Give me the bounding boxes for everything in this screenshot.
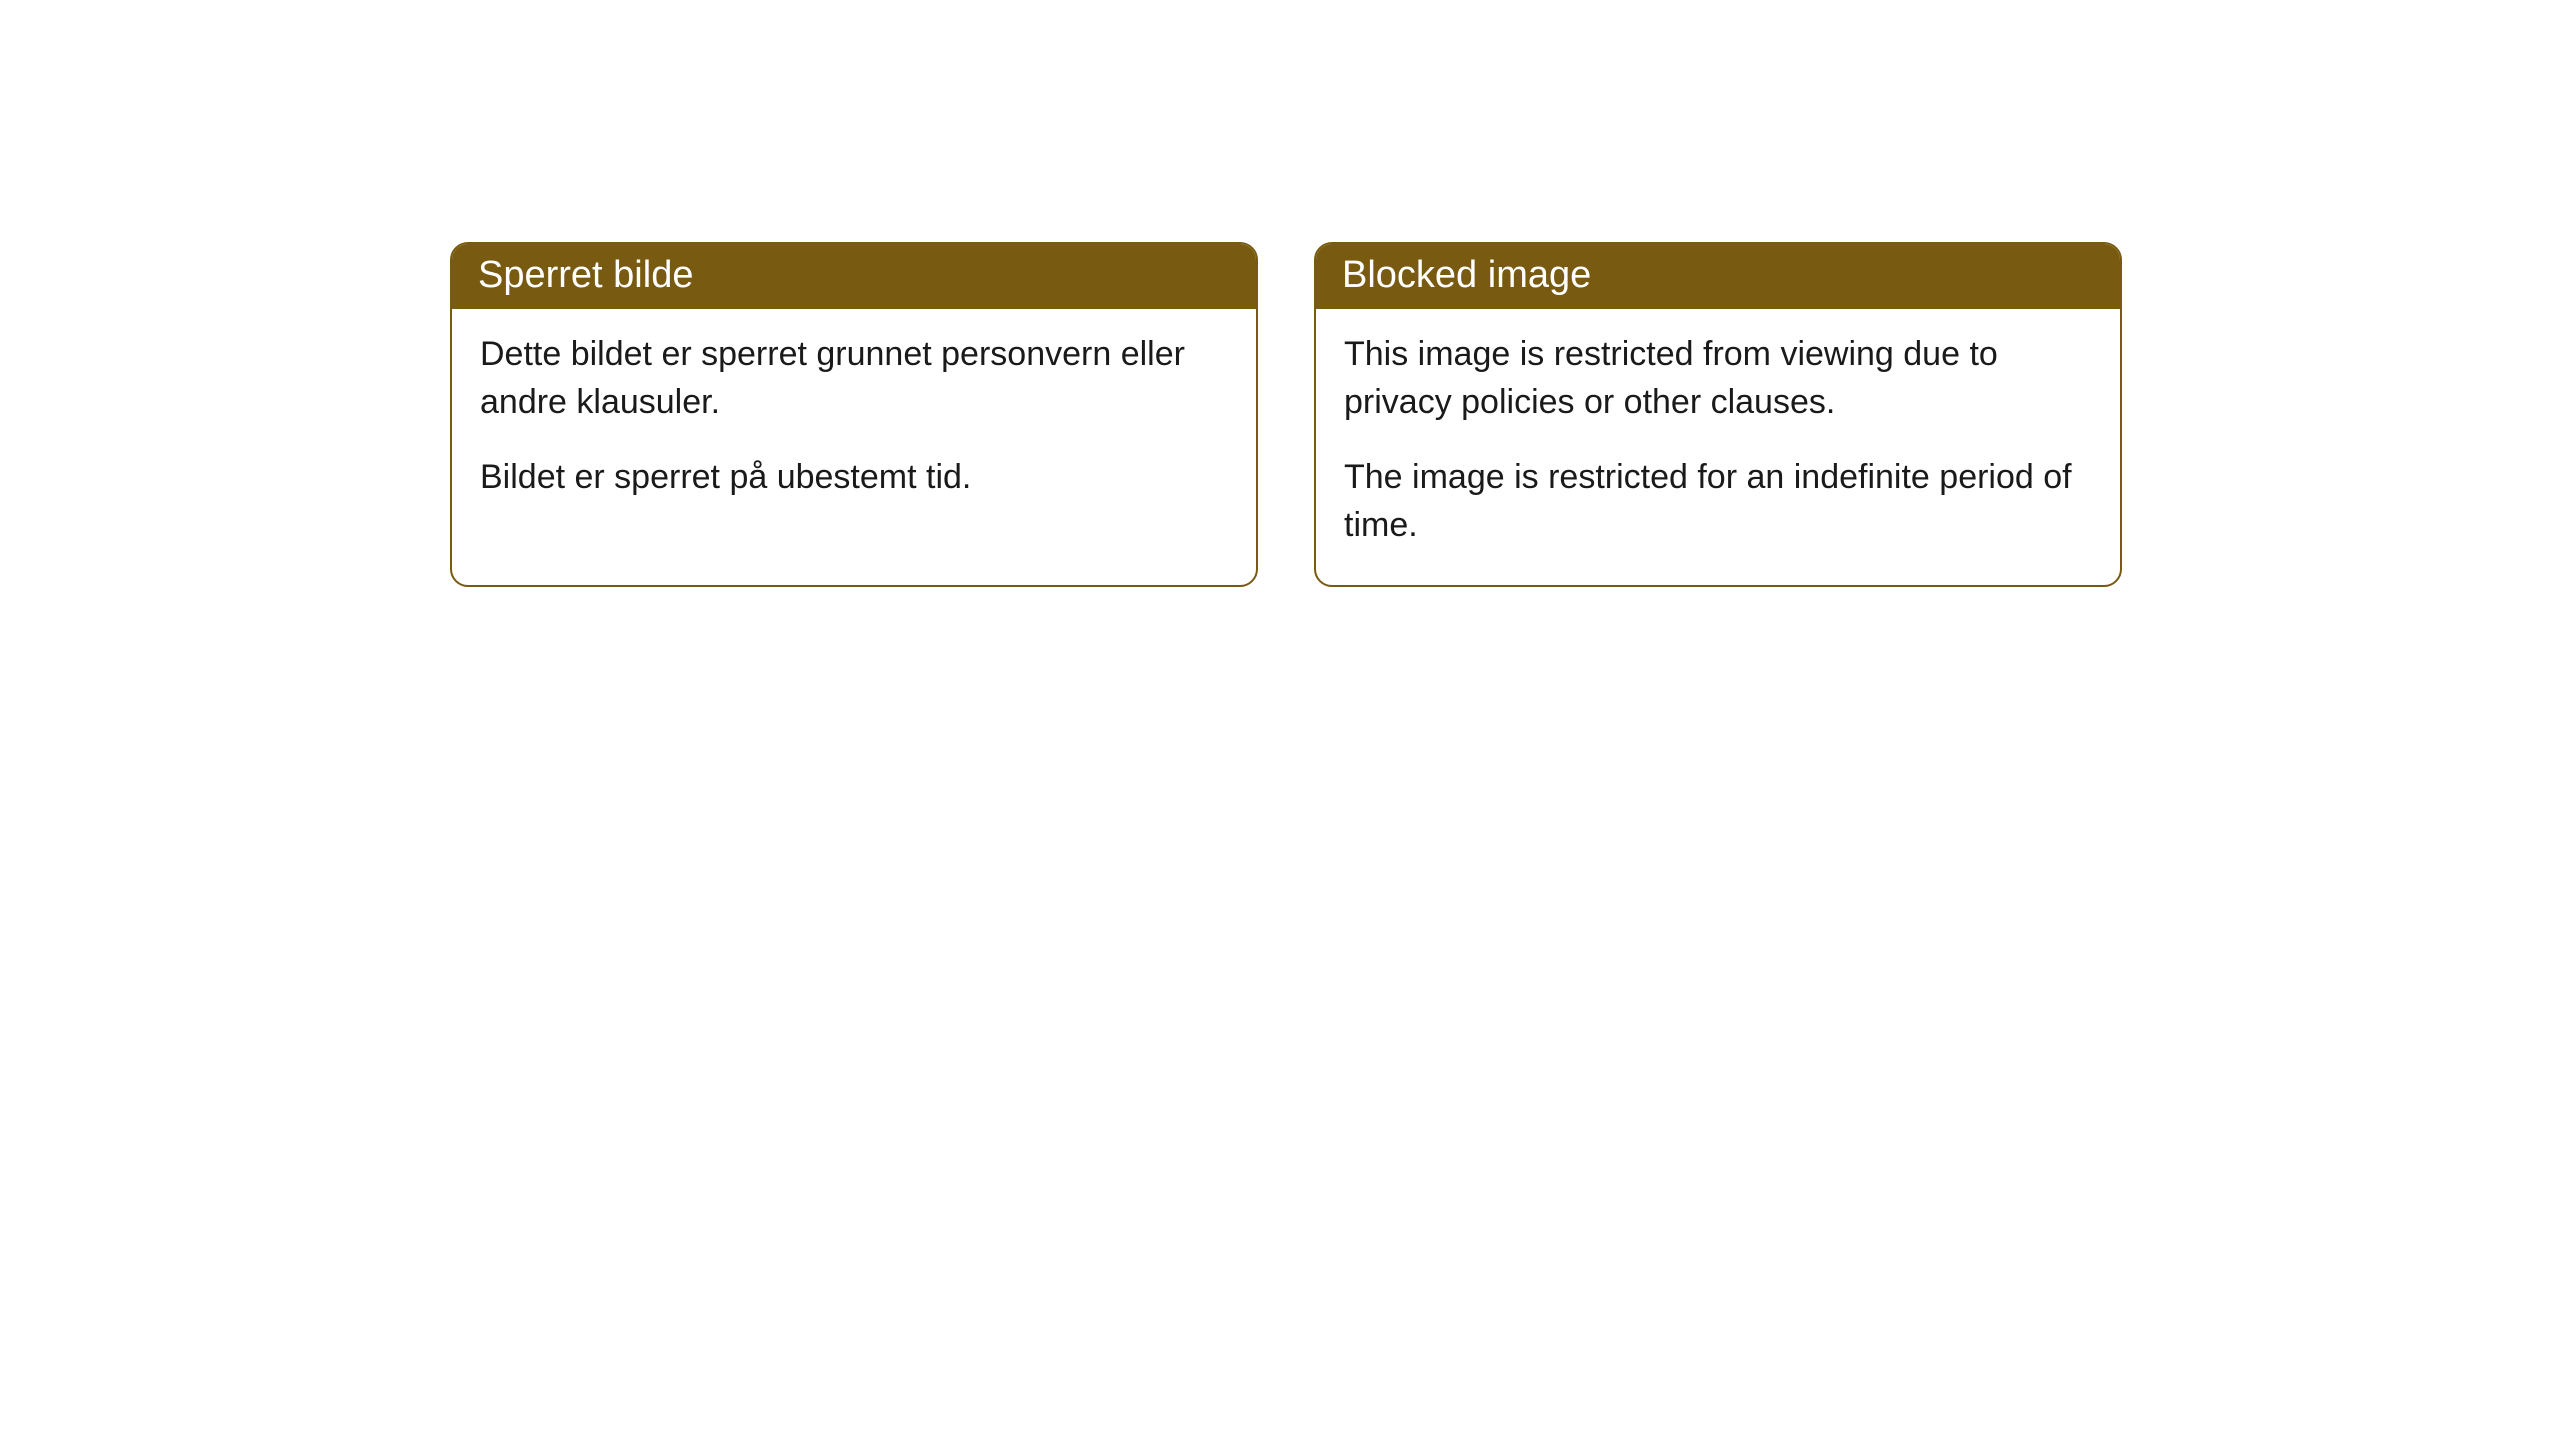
card-paragraph: The image is restricted for an indefinit… <box>1344 454 2092 549</box>
card-header: Sperret bilde <box>452 244 1256 309</box>
card-body: This image is restricted from viewing du… <box>1316 309 2120 585</box>
card-paragraph: Dette bildet er sperret grunnet personve… <box>480 331 1228 426</box>
blocked-image-card-no: Sperret bilde Dette bildet er sperret gr… <box>450 242 1258 587</box>
card-paragraph: This image is restricted from viewing du… <box>1344 331 2092 426</box>
blocked-image-card-en: Blocked image This image is restricted f… <box>1314 242 2122 587</box>
card-paragraph: Bildet er sperret på ubestemt tid. <box>480 454 1228 502</box>
message-cards-container: Sperret bilde Dette bildet er sperret gr… <box>0 0 2560 587</box>
card-body: Dette bildet er sperret grunnet personve… <box>452 309 1256 538</box>
card-header: Blocked image <box>1316 244 2120 309</box>
